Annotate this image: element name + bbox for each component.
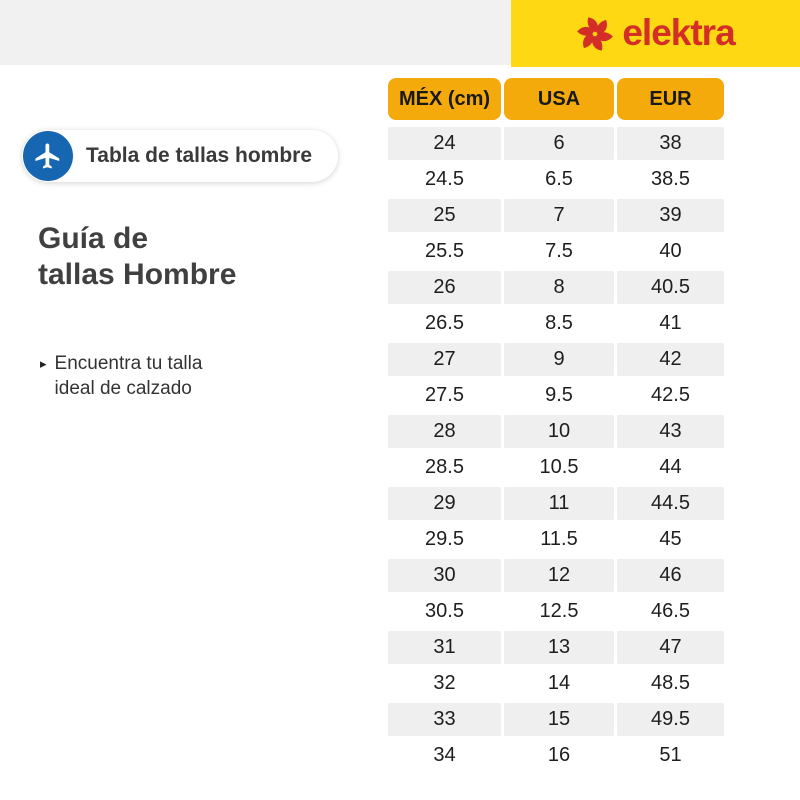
size-cell: 29.5 — [388, 523, 501, 556]
bullet-text-line1: Encuentra tu talla — [54, 353, 203, 374]
size-cell: 39 — [617, 199, 724, 232]
size-cell: 46 — [617, 559, 724, 592]
size-cell: 9.5 — [504, 379, 614, 412]
size-cell: 49.5 — [617, 703, 724, 736]
size-cell: 47 — [617, 631, 724, 664]
size-cell: 10.5 — [504, 451, 614, 484]
size-cell: 31 — [388, 631, 501, 664]
size-cell: 27.5 — [388, 379, 501, 412]
size-cell: 38.5 — [617, 163, 724, 196]
size-cell: 25 — [388, 199, 501, 232]
size-cell: 14 — [504, 667, 614, 700]
elektra-logo: elektra — [576, 11, 736, 54]
size-cell: 51 — [617, 739, 724, 772]
bullet-point: ▸ Encuentra tu talla ideal de calzado — [40, 351, 202, 401]
size-table-badge: Tabla de tallas hombre — [22, 130, 339, 182]
page-title-line1: Guía de — [38, 222, 149, 255]
size-cell: 10 — [504, 415, 614, 448]
size-cell: 40.5 — [617, 271, 724, 304]
size-cell: 12.5 — [504, 595, 614, 628]
column-header: USA — [504, 78, 614, 120]
size-cell: 40 — [617, 235, 724, 268]
size-cell: 41 — [617, 307, 724, 340]
size-cell: 28 — [388, 415, 501, 448]
size-cell: 24 — [388, 127, 501, 160]
size-cell: 25.5 — [388, 235, 501, 268]
size-cell: 11.5 — [504, 523, 614, 556]
size-cell: 45 — [617, 523, 724, 556]
size-cell: 46.5 — [617, 595, 724, 628]
size-cell: 7 — [504, 199, 614, 232]
size-table-header: MÉX (cm) USA EUR — [388, 78, 724, 120]
elektra-pinwheel-icon — [577, 16, 614, 51]
size-cell: 26 — [388, 271, 501, 304]
page-title: Guía de tallas Hombre — [38, 221, 236, 293]
bullet-text: Encuentra tu talla ideal de calzado — [55, 351, 203, 401]
column-header: EUR — [617, 78, 724, 120]
size-cell: 28.5 — [388, 451, 501, 484]
size-cell: 30 — [388, 559, 501, 592]
airplane-icon — [23, 131, 73, 181]
size-cell: 11 — [504, 487, 614, 520]
size-cell: 38 — [617, 127, 724, 160]
size-table: MÉX (cm) USA EUR 24 6 38 24.5 6.5 38.5 25 7 39 25.5… — [388, 78, 724, 772]
size-cell: 30.5 — [388, 595, 501, 628]
page-title-line2: tallas Hombre — [38, 258, 237, 291]
size-cell: 27 — [388, 343, 501, 376]
size-cell: 44.5 — [617, 487, 724, 520]
size-cell: 8.5 — [504, 307, 614, 340]
top-gray-strip — [0, 0, 511, 65]
size-cell: 6.5 — [504, 163, 614, 196]
triangle-bullet-icon: ▸ — [40, 356, 47, 371]
column-header: MÉX (cm) — [388, 78, 501, 120]
size-cell: 26.5 — [388, 307, 501, 340]
size-cell: 12 — [504, 559, 614, 592]
brand-banner: elektra — [511, 0, 800, 67]
badge-label: Tabla de tallas hombre — [86, 144, 313, 167]
size-cell: 44 — [617, 451, 724, 484]
size-cell: 8 — [504, 271, 614, 304]
size-cell: 16 — [504, 739, 614, 772]
size-cell: 48.5 — [617, 667, 724, 700]
size-table-body: 24 6 38 24.5 6.5 38.5 25 7 39 25.5 7.5 40 26 8 40.5 26.… — [388, 127, 724, 772]
elektra-logo-text: elektra — [622, 11, 735, 53]
bullet-text-line2: ideal de calzado — [54, 378, 192, 399]
size-cell: 7.5 — [504, 235, 614, 268]
size-cell: 34 — [388, 739, 501, 772]
size-cell: 32 — [388, 667, 501, 700]
size-cell: 43 — [617, 415, 724, 448]
size-cell: 24.5 — [388, 163, 501, 196]
size-cell: 9 — [504, 343, 614, 376]
size-cell: 29 — [388, 487, 501, 520]
size-cell: 42 — [617, 343, 724, 376]
size-cell: 13 — [504, 631, 614, 664]
size-cell: 33 — [388, 703, 501, 736]
size-cell: 6 — [504, 127, 614, 160]
size-cell: 15 — [504, 703, 614, 736]
size-cell: 42.5 — [617, 379, 724, 412]
